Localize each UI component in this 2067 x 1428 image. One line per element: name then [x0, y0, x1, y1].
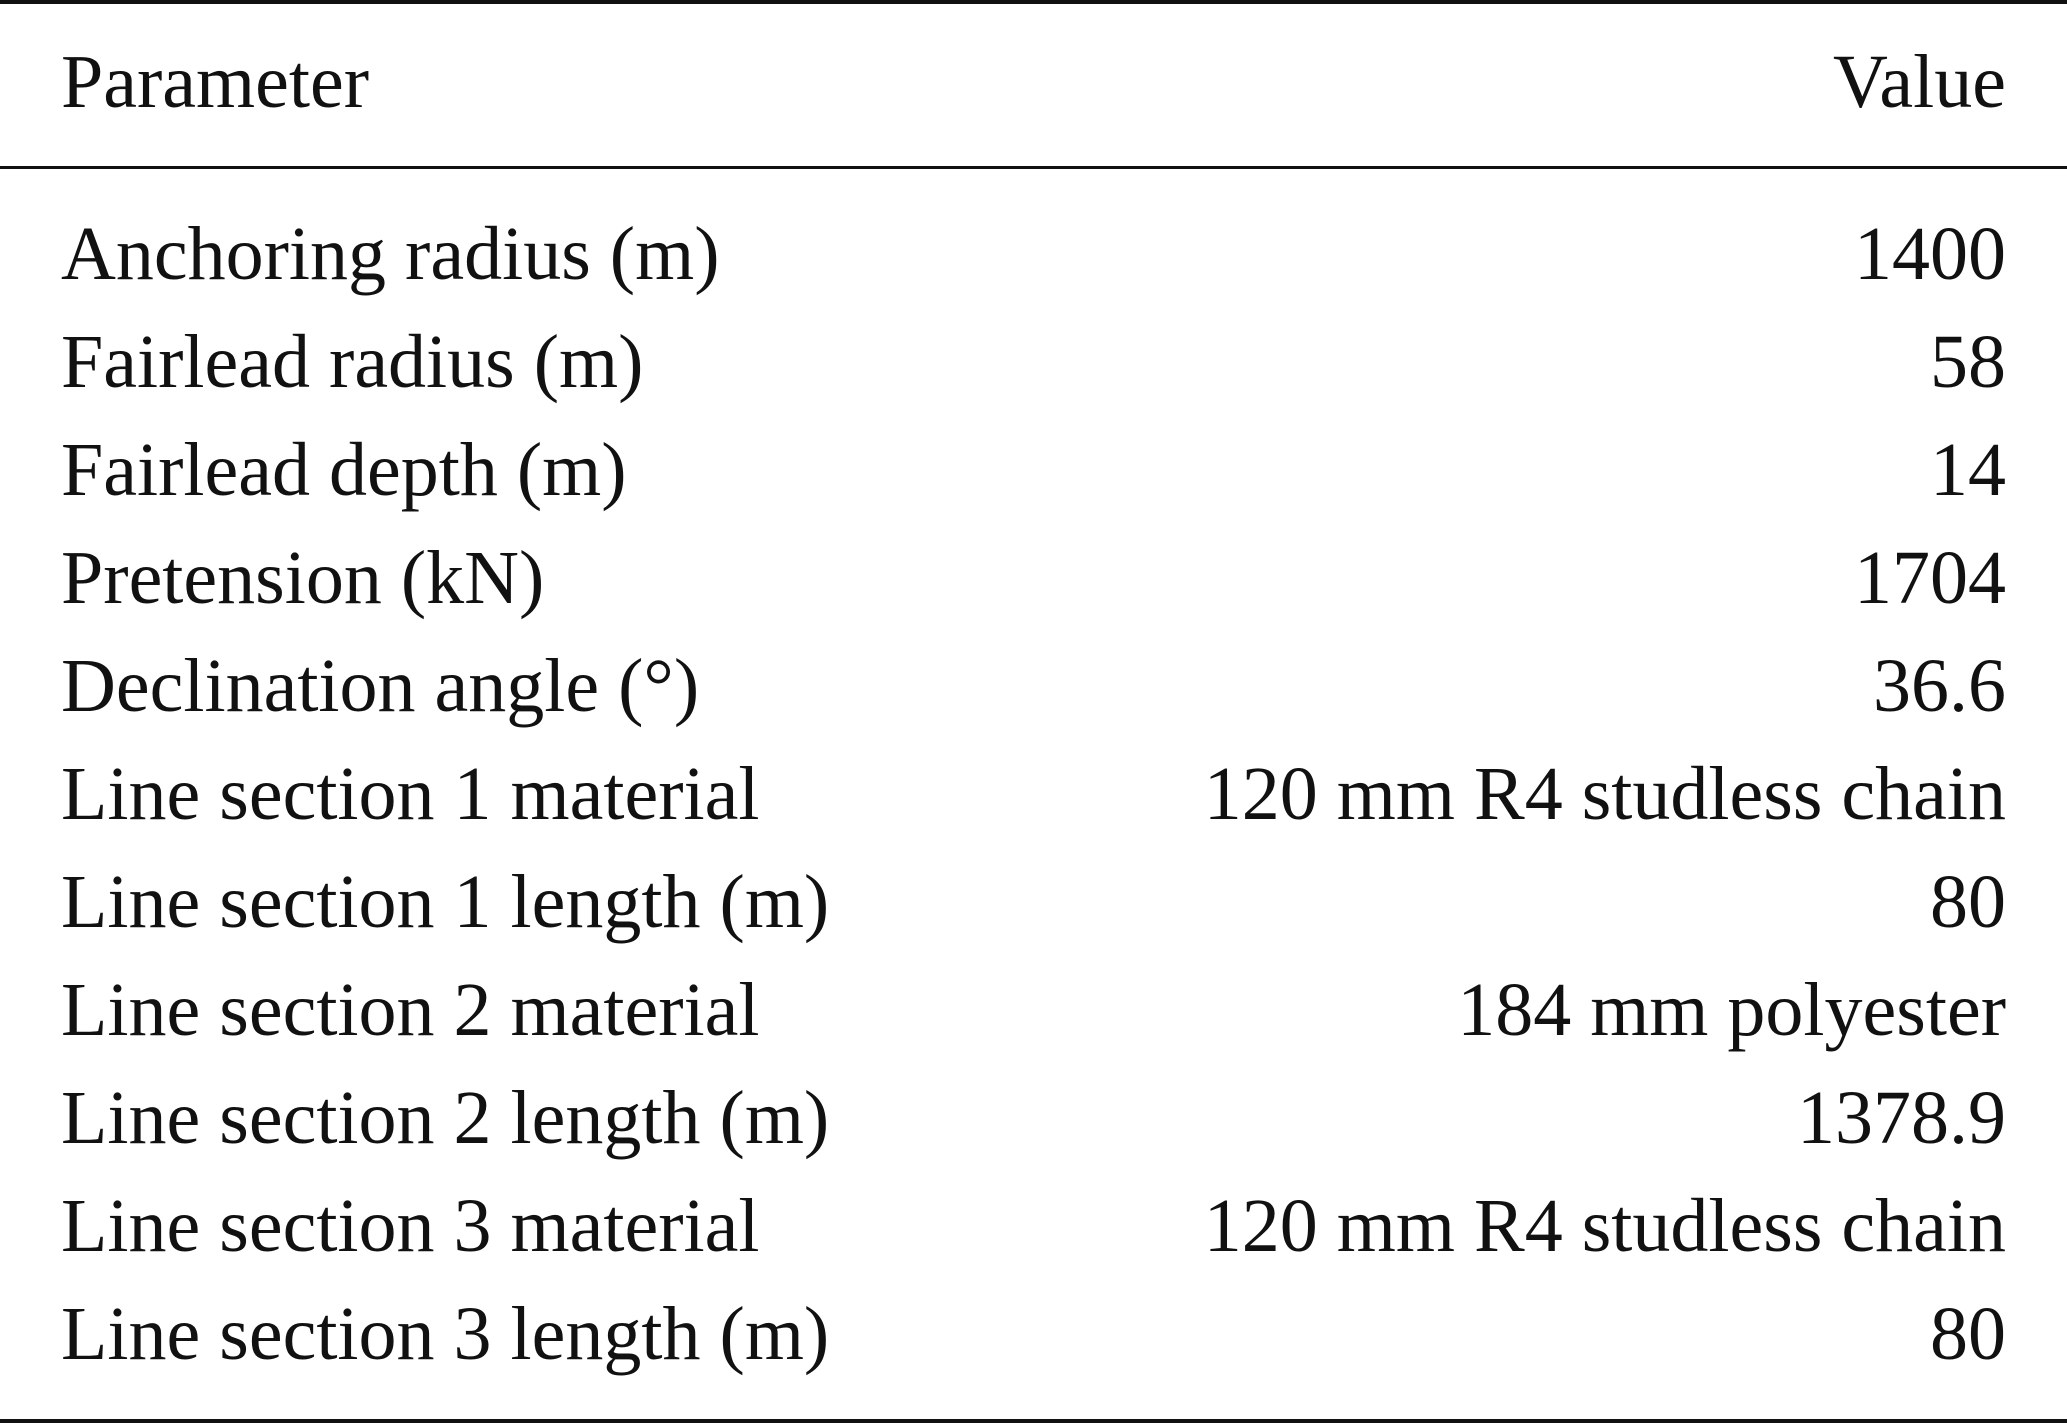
- table-row: Fairlead depth (m) 14: [61, 416, 2006, 524]
- value-cell: 80: [1930, 1292, 2006, 1376]
- table-row: Fairlead radius (m) 58: [61, 308, 2006, 416]
- table-row: Declination angle (°) 36.6: [61, 632, 2006, 740]
- value-cell: 120 mm R4 studless chain: [1203, 1184, 2006, 1268]
- parameter-cell: Fairlead radius (m): [61, 320, 644, 404]
- header-rule: [0, 166, 2067, 169]
- value-cell: 1400: [1854, 212, 2006, 296]
- value-cell: 1704: [1854, 536, 2006, 620]
- table-row: Pretension (kN) 1704: [61, 524, 2006, 632]
- parameter-cell: Anchoring radius (m): [61, 212, 720, 296]
- table-row: Line section 2 length (m) 1378.9: [61, 1064, 2006, 1172]
- parameter-cell: Line section 2 material: [61, 968, 760, 1052]
- parameter-cell: Line section 1 material: [61, 752, 760, 836]
- value-cell: 36.6: [1873, 644, 2006, 728]
- header-row: Parameter Value: [61, 28, 2006, 136]
- value-cell: 1378.9: [1797, 1076, 2006, 1160]
- bottom-rule: [0, 1419, 2067, 1423]
- parameter-cell: Declination angle (°): [61, 644, 700, 728]
- table-row: Line section 1 material 120 mm R4 studles…: [61, 740, 2006, 848]
- value-cell: 58: [1930, 320, 2006, 404]
- value-cell: 14: [1930, 428, 2006, 512]
- parameter-cell: Pretension (kN): [61, 536, 545, 620]
- value-cell: 120 mm R4 studless chain: [1203, 752, 2006, 836]
- parameter-cell: Line section 3 material: [61, 1184, 760, 1268]
- table-row: Line section 3 length (m) 80: [61, 1280, 2006, 1388]
- table-row: Line section 1 length (m) 80: [61, 848, 2006, 956]
- header-cell: Value: [1832, 40, 2006, 124]
- header-cell: Parameter: [61, 40, 370, 124]
- parameter-cell: Fairlead depth (m): [61, 428, 627, 512]
- parameter-cell: Line section 3 length (m): [61, 1292, 830, 1376]
- table-row: Line section 2 material 184 mm polyester: [61, 956, 2006, 1064]
- top-rule: [0, 0, 2067, 4]
- parameter-cell: Line section 2 length (m): [61, 1076, 830, 1160]
- value-cell: 80: [1930, 860, 2006, 944]
- value-cell: 184 mm polyester: [1457, 968, 2006, 1052]
- table-row: Anchoring radius (m) 1400: [61, 200, 2006, 308]
- parameter-cell: Line section 1 length (m): [61, 860, 830, 944]
- table-row: Line section 3 material 120 mm R4 studles…: [61, 1172, 2006, 1280]
